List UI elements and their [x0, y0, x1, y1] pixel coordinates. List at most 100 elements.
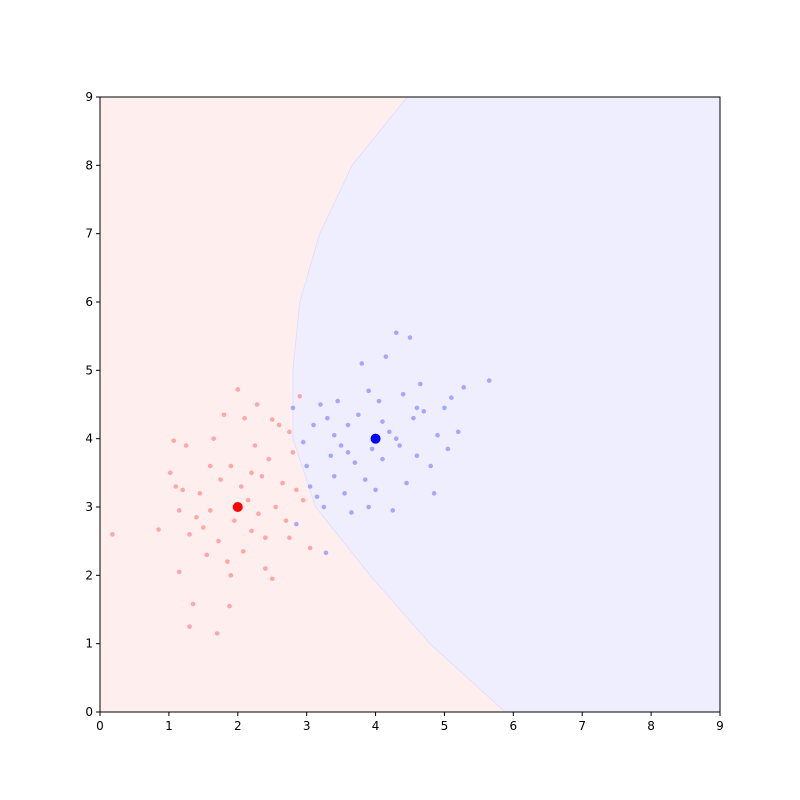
point: [287, 429, 292, 435]
point: [331, 432, 337, 438]
point: [300, 497, 306, 503]
point: [173, 484, 179, 489]
x-tick-label: 5: [441, 719, 449, 733]
centroid: [370, 433, 381, 444]
point: [256, 511, 261, 517]
point: [176, 508, 182, 513]
point: [400, 391, 406, 397]
point: [287, 535, 292, 541]
x-tick-label: 8: [647, 719, 655, 733]
point: [356, 412, 361, 418]
point: [307, 484, 313, 489]
point: [216, 538, 221, 544]
y-tick-label: 8: [85, 158, 93, 172]
point: [238, 484, 244, 489]
y-tick-label: 1: [85, 637, 93, 651]
point: [207, 463, 213, 469]
point: [428, 463, 433, 469]
point: [373, 487, 378, 493]
point: [176, 569, 182, 575]
point: [445, 446, 451, 452]
point: [190, 601, 196, 607]
point: [390, 508, 396, 513]
point: [110, 532, 115, 537]
point: [211, 436, 216, 441]
point: [276, 422, 282, 428]
point: [393, 330, 399, 336]
point: [342, 491, 347, 496]
point: [235, 387, 241, 392]
point: [421, 409, 427, 414]
point: [218, 477, 223, 482]
point: [387, 429, 392, 435]
x-tick-label: 7: [578, 719, 586, 733]
centroid: [232, 502, 243, 512]
point: [418, 381, 423, 387]
point: [269, 576, 275, 582]
point: [259, 473, 265, 479]
point: [314, 494, 320, 500]
point: [201, 525, 206, 530]
y-tick-label: 4: [85, 432, 93, 446]
point: [263, 566, 268, 571]
plot-frame: [99, 96, 721, 713]
point: [366, 388, 371, 394]
point: [461, 385, 467, 390]
point: [194, 514, 199, 520]
point: [369, 446, 375, 452]
point: [228, 573, 234, 578]
point: [273, 504, 278, 510]
point: [304, 463, 309, 469]
x-tick-label: 3: [303, 719, 311, 733]
point: [380, 419, 385, 424]
x-tick-label: 6: [510, 719, 518, 733]
point: [486, 378, 492, 383]
point: [280, 480, 285, 486]
point: [442, 405, 447, 411]
point: [300, 439, 306, 445]
y-tick-label: 6: [85, 295, 93, 309]
point: [345, 450, 351, 455]
point: [380, 456, 385, 462]
point: [297, 394, 303, 399]
point: [321, 504, 327, 510]
point: [318, 402, 323, 407]
point: [249, 470, 254, 476]
point: [249, 528, 254, 534]
point: [228, 463, 234, 469]
point: [311, 422, 316, 428]
y-tick-label: 5: [85, 363, 93, 377]
point: [266, 456, 272, 462]
x-tick-label: 4: [372, 719, 380, 733]
point: [283, 518, 289, 523]
point: [197, 491, 203, 496]
point: [338, 443, 344, 448]
point: [328, 453, 334, 459]
point: [290, 450, 296, 455]
x-tick-label: 0: [96, 719, 104, 733]
point: [404, 480, 409, 486]
point: [254, 402, 260, 407]
point: [269, 417, 275, 422]
y-tick-label: 2: [85, 568, 93, 582]
point: [183, 443, 189, 448]
point: [431, 491, 437, 496]
point: [414, 453, 420, 459]
point: [204, 552, 210, 558]
point: [187, 624, 192, 629]
point: [345, 422, 351, 428]
point: [407, 335, 413, 340]
point: [362, 477, 368, 482]
point: [207, 508, 213, 513]
point: [366, 504, 371, 510]
point: [171, 438, 177, 444]
point: [240, 549, 246, 554]
point: [252, 443, 258, 448]
point: [242, 415, 247, 421]
point: [455, 429, 461, 435]
point: [225, 559, 230, 564]
point: [290, 405, 296, 411]
point: [214, 631, 220, 636]
point: [180, 487, 185, 493]
point: [325, 415, 330, 421]
